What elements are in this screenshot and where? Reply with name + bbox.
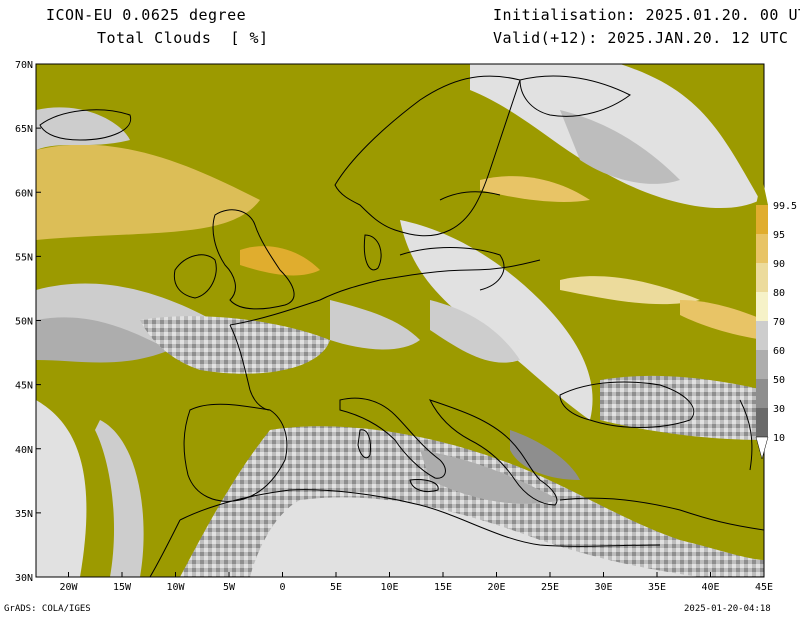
lon-label: 20W xyxy=(59,582,78,593)
colorbar-segment xyxy=(756,234,768,263)
footer-timestamp: 2025-01-20-04:18 xyxy=(684,604,771,614)
lon-label: 20E xyxy=(487,582,505,593)
lat-label: 35N xyxy=(15,509,33,520)
lat-label: 50N xyxy=(15,317,33,328)
lat-axis: 70N 65N 60N 55N 50N 45N 40N 35N 30N xyxy=(15,60,41,584)
lon-label: 30E xyxy=(594,582,612,593)
coastlines xyxy=(39,75,764,577)
colorbar-segment xyxy=(756,263,768,292)
colorbar-segment xyxy=(756,205,768,234)
lon-label: 10W xyxy=(166,582,185,593)
colorbar-label: 99.5 xyxy=(773,201,797,212)
lat-label: 60N xyxy=(15,188,33,199)
cloud-field xyxy=(36,64,764,577)
colorbar-top-triangle xyxy=(756,177,768,205)
colorbar-label: 10 xyxy=(773,433,785,444)
lat-label: 45N xyxy=(15,381,33,392)
colorbar-label: 50 xyxy=(773,375,785,386)
lon-label: 40E xyxy=(701,582,719,593)
init-time: Initialisation: 2025.01.20. 00 UTC xyxy=(493,6,800,24)
colorbar-segment xyxy=(756,408,768,437)
colorbar-segment xyxy=(756,379,768,408)
lon-label: 10E xyxy=(380,582,398,593)
colorbar-label: 95 xyxy=(773,230,785,241)
lat-label: 55N xyxy=(15,252,33,263)
model-title: ICON-EU 0.0625 degree xyxy=(46,6,247,24)
lat-label: 70N xyxy=(15,60,33,71)
colorbar-bottom-triangle xyxy=(755,436,769,460)
lon-label: 5W xyxy=(223,582,236,593)
lon-label: 5E xyxy=(330,582,342,593)
colorbar-label: 80 xyxy=(773,288,785,299)
lon-label: 0 xyxy=(279,582,285,593)
colorbar-segment xyxy=(756,350,768,379)
lon-label: 35E xyxy=(648,582,666,593)
lat-label: 65N xyxy=(15,124,33,135)
lon-axis: 20W 15W 10W 5W 0 5E 10E 15E 20E 25E 30E 35E 40E 45E xyxy=(59,572,773,593)
lat-label: 30N xyxy=(15,573,33,584)
colorbar-label: 70 xyxy=(773,317,785,328)
colorbar-segment xyxy=(756,321,768,350)
colorbar: 10 30 50 60 70 80 90 95 99.5 xyxy=(755,177,797,460)
valid-time: Valid(+12): 2025.JAN.20. 12 UTC xyxy=(493,29,789,47)
lon-label: 15E xyxy=(434,582,452,593)
variable-title: Total Clouds [ %] xyxy=(97,29,269,47)
colorbar-label: 90 xyxy=(773,259,785,270)
colorbar-segment xyxy=(756,292,768,321)
colorbar-label: 30 xyxy=(773,404,785,415)
lon-label: 15W xyxy=(113,582,132,593)
footer-software: GrADS: COLA/IGES xyxy=(4,604,91,614)
lon-label: 25E xyxy=(541,582,559,593)
colorbar-label: 60 xyxy=(773,346,785,357)
lon-label: 45E xyxy=(755,582,773,593)
lat-label: 40N xyxy=(15,445,33,456)
